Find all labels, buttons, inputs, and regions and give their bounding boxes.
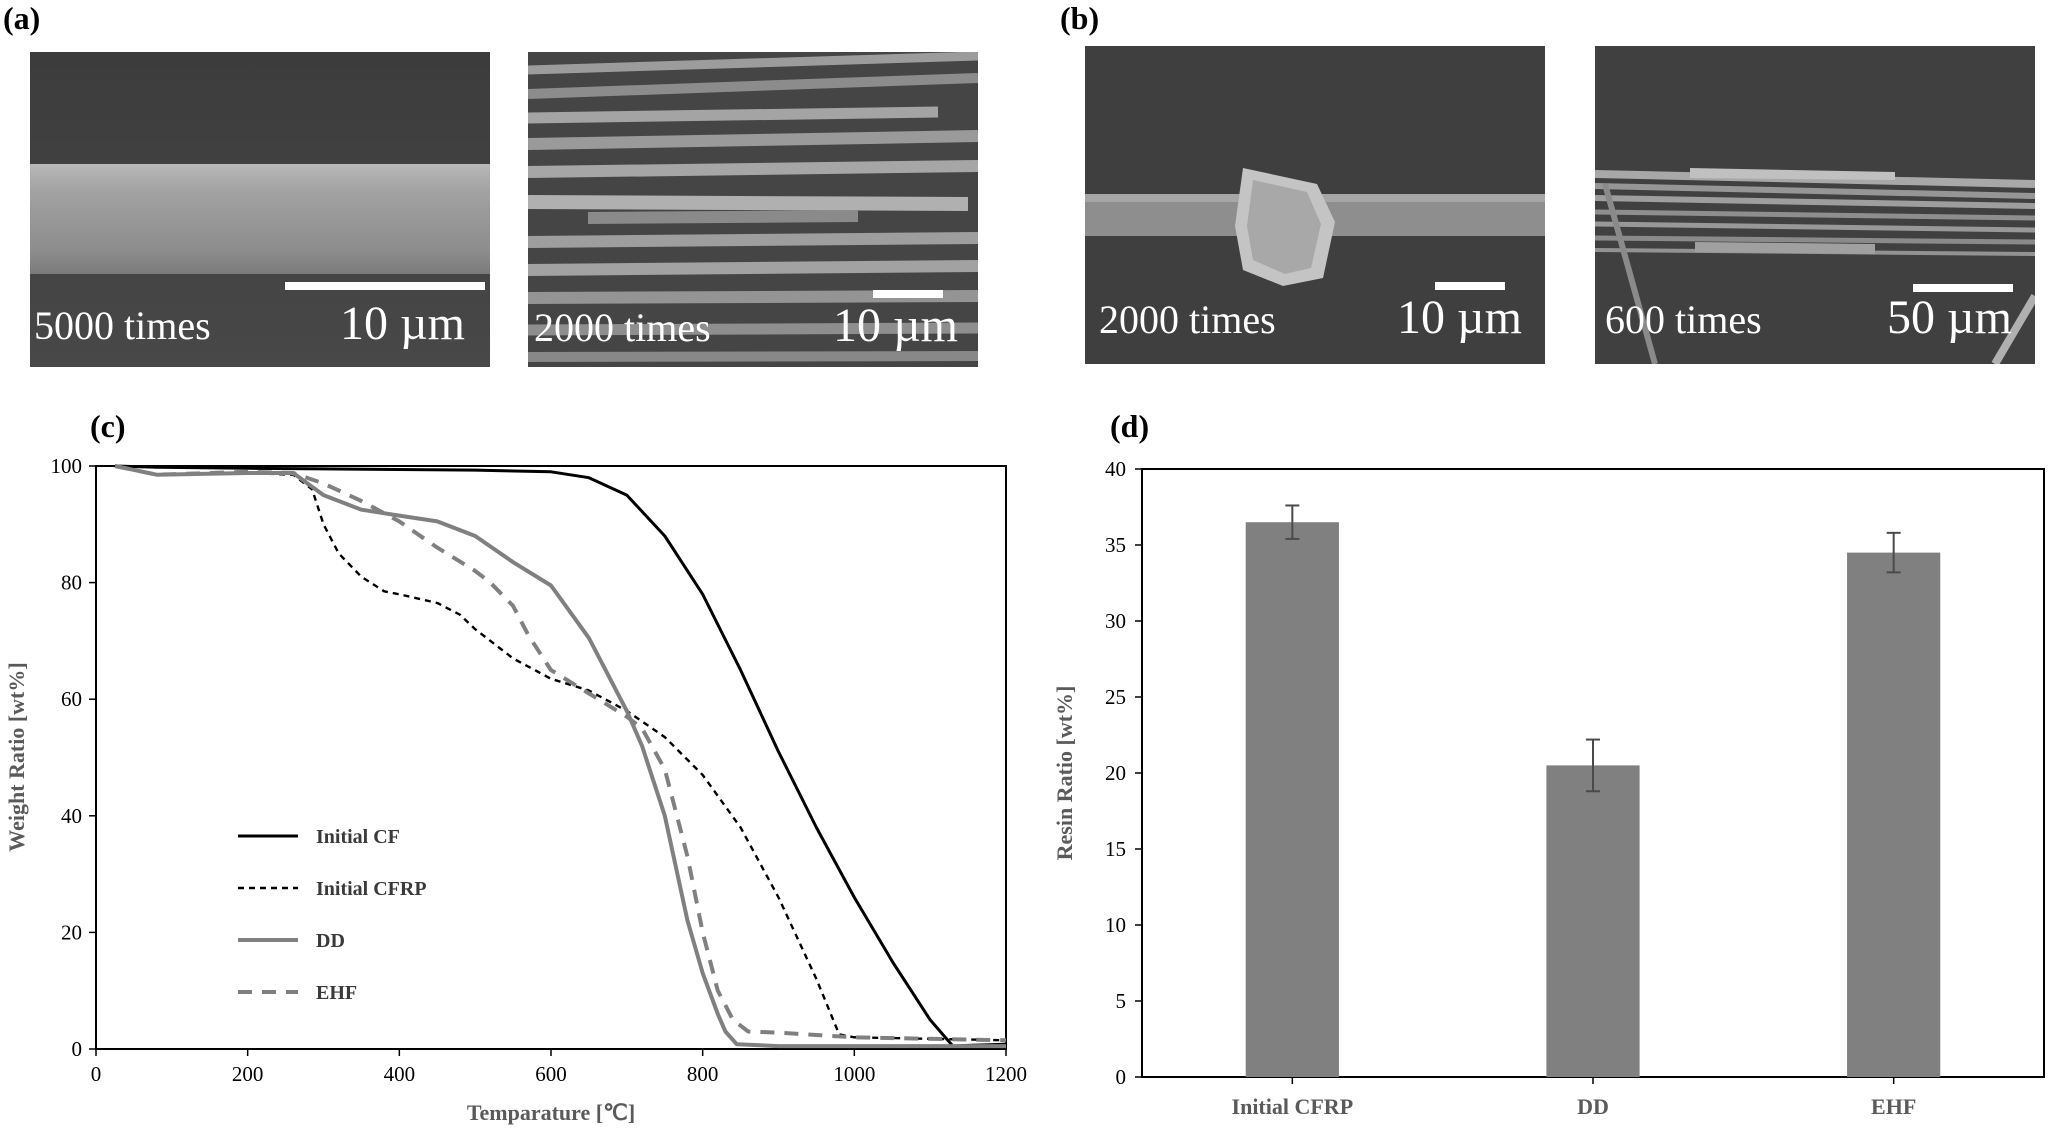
panel-label-c: (c) — [90, 408, 126, 444]
x-tick-label: 200 — [232, 1062, 264, 1086]
x-tick-label: 1200 — [985, 1062, 1027, 1086]
y-tick-label: 10 — [1105, 913, 1126, 937]
legend-label: Initial CFRP — [316, 878, 427, 900]
fiber-micrograph-b1 — [1085, 46, 1545, 364]
magnification-label: 2000 times — [534, 305, 711, 350]
category-label: DD — [1577, 1094, 1609, 1119]
y-tick-label: 25 — [1105, 685, 1126, 709]
legend-label: Initial CF — [316, 826, 400, 848]
tga-line-chart: 0 200 400 600 800 1000 1200 0 20 40 60 80 100 Initia… — [4, 454, 1027, 1125]
fiber-micrograph-a1 — [30, 52, 490, 367]
scale-bar — [873, 290, 943, 298]
legend-label: DD — [316, 930, 345, 952]
category-label: EHF — [1871, 1094, 1916, 1119]
sem-image-a1: 5000 times 10 µm — [30, 52, 490, 367]
x-tick-label: 800 — [687, 1062, 719, 1086]
y-axis-label: Resin Ratio [wt%] — [1052, 686, 1077, 861]
magnification-label: 600 times — [1605, 297, 1762, 342]
y-tick-label: 0 — [1116, 1065, 1127, 1089]
scale-label: 50 µm — [1887, 291, 2012, 344]
scale-label: 10 µm — [833, 299, 958, 352]
series-line-ehf — [114, 464, 1007, 1043]
y-tick-label: 30 — [1105, 609, 1126, 633]
sem-image-b2: 600 times 50 µm — [1595, 46, 2035, 364]
series-line-initial-cf — [114, 464, 1007, 1048]
x-axis-label: Temparature [℃] — [467, 1100, 635, 1125]
panel-label-d: (d) — [1110, 408, 1150, 444]
sem-image-a2: 2000 times 10 µm — [528, 52, 978, 367]
bar-dd — [1546, 765, 1640, 1077]
x-tick-label: 1000 — [833, 1062, 875, 1086]
scale-label: 10 µm — [1397, 291, 1522, 344]
y-tick-label: 40 — [61, 804, 82, 828]
panel-label-a: (a) — [3, 0, 41, 36]
plot-area — [95, 465, 1007, 1050]
scale-bar — [285, 282, 485, 290]
y-axis-label: Weight Ratio [wt%] — [4, 662, 29, 851]
y-tick-label: 0 — [72, 1037, 83, 1061]
y-tick-label: 5 — [1116, 989, 1127, 1013]
y-tick-label: 35 — [1105, 533, 1126, 557]
y-tick-label: 80 — [61, 571, 82, 595]
series-line-initial-cfrp — [114, 464, 1007, 1042]
error-bar — [1886, 531, 1901, 574]
scale-label: 10 µm — [340, 297, 465, 350]
magnification-label: 2000 times — [1099, 297, 1276, 342]
x-tick-label: 0 — [91, 1062, 102, 1086]
y-tick-label: 100 — [51, 454, 83, 478]
error-bar — [1285, 504, 1300, 540]
y-tick-label: 20 — [61, 920, 82, 944]
scale-bar — [1913, 284, 2013, 292]
sem-image-b1: 2000 times 10 µm — [1085, 46, 1545, 364]
bar-initial-cfrp — [1245, 522, 1339, 1077]
fiber-micrograph-a2 — [528, 52, 978, 367]
series-line-dd — [114, 464, 1006, 1049]
x-tick-label: 400 — [384, 1062, 416, 1086]
category-label: Initial CFRP — [1232, 1094, 1354, 1119]
x-tick-label: 600 — [535, 1062, 567, 1086]
bar-ehf — [1847, 552, 1941, 1077]
magnification-label: 5000 times — [34, 303, 211, 348]
y-tick-label: 20 — [1105, 761, 1126, 785]
resin-ratio-bar-chart: 0 5 10 15 20 25 30 35 40 Initial CFRP DD EHF Resin … — [1052, 457, 2045, 1119]
fiber-micrograph-b2 — [1595, 46, 2035, 364]
y-tick-label: 40 — [1105, 457, 1126, 481]
panel-label-b: (b) — [1060, 0, 1100, 36]
error-bar — [1586, 738, 1600, 793]
y-tick-label: 60 — [61, 687, 82, 711]
legend-label: EHF — [316, 982, 357, 1004]
y-tick-label: 15 — [1105, 837, 1126, 861]
scale-bar — [1435, 282, 1505, 290]
